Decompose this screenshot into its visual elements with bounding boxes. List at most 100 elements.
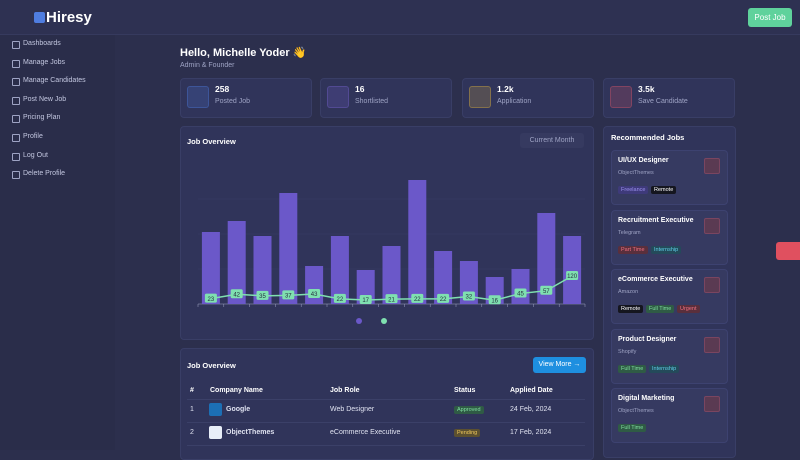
bookmark[interactable] bbox=[704, 396, 720, 412]
point-label: 57 bbox=[543, 289, 550, 295]
stat-icon bbox=[187, 86, 209, 108]
point-label: 22 bbox=[414, 297, 421, 303]
point-label-box bbox=[385, 294, 398, 304]
stat-icon bbox=[610, 86, 632, 108]
stat-label: Shortlisted bbox=[355, 98, 389, 105]
job-title: Recruitment Executive bbox=[618, 216, 694, 224]
job-tag: Remote bbox=[651, 186, 677, 194]
menu-icon bbox=[12, 78, 20, 87]
job-tag: Internship bbox=[649, 364, 680, 373]
bookmark[interactable] bbox=[704, 277, 720, 293]
menu-item[interactable]: Dashboards bbox=[23, 40, 61, 47]
point-label-box bbox=[282, 290, 295, 300]
point-label-box bbox=[462, 291, 475, 301]
brand: Hiresy bbox=[46, 9, 92, 26]
point-label-box bbox=[230, 289, 243, 299]
row-rule bbox=[187, 445, 585, 446]
point-label: 37 bbox=[285, 294, 292, 300]
table-cell: eCommerce Executive bbox=[330, 429, 401, 436]
job-tag: Internship bbox=[651, 245, 682, 254]
point-label: 22 bbox=[337, 297, 344, 303]
bookmark[interactable] bbox=[704, 217, 720, 234]
menu-item[interactable]: Pricing Plan bbox=[23, 114, 61, 122]
point-label-box bbox=[359, 295, 372, 305]
bookmark[interactable] bbox=[704, 158, 720, 174]
point-label: 43 bbox=[311, 292, 318, 298]
job-company: ObjectThemes bbox=[618, 408, 654, 414]
table-cell: 2 bbox=[190, 429, 194, 436]
chart-card bbox=[180, 126, 594, 340]
point-label: 45 bbox=[517, 292, 524, 298]
menu-icon bbox=[12, 115, 20, 124]
menu-item[interactable]: Manage Jobs bbox=[23, 58, 66, 66]
table-cell: ObjectThemes bbox=[226, 429, 275, 436]
bar bbox=[434, 251, 453, 304]
settings-button[interactable] bbox=[776, 242, 800, 260]
chart-title: Job Overview bbox=[187, 137, 236, 146]
month-filter[interactable]: Current Month bbox=[520, 133, 584, 148]
job-company: Telegram bbox=[618, 229, 641, 236]
point-label: 35 bbox=[259, 294, 266, 300]
menu-item[interactable]: Manage Candidates bbox=[23, 77, 86, 85]
point-label-box bbox=[514, 288, 527, 298]
menu-item[interactable]: Post New Job bbox=[23, 95, 67, 103]
table-cell: 17 Feb, 2024 bbox=[510, 429, 552, 436]
menu-icon bbox=[12, 171, 20, 180]
menu-icon bbox=[12, 96, 20, 105]
recommended-title: Recommended Jobs bbox=[611, 133, 685, 142]
job-tag: Full Time bbox=[618, 364, 647, 373]
bar bbox=[382, 246, 401, 304]
column-header: Applied Date bbox=[510, 387, 553, 394]
stat-value: 258 bbox=[215, 84, 230, 94]
menu-item[interactable]: Log Out bbox=[23, 151, 48, 159]
chart: 23 42 35 37 43 22 17 21 22 22 32 16 45 57 120 bbox=[197, 180, 586, 324]
stat-label: Posted Job bbox=[215, 98, 251, 105]
job-title: UI/UX Designer bbox=[618, 157, 669, 164]
stat-card bbox=[462, 78, 594, 118]
point-label: 23 bbox=[208, 297, 215, 303]
point-label: 42 bbox=[233, 292, 240, 298]
stat-label: Save Candidate bbox=[638, 98, 688, 105]
stat-value: 3.5k bbox=[638, 84, 655, 94]
bar bbox=[253, 236, 272, 304]
stat-label: Application bbox=[497, 98, 532, 105]
company-logo bbox=[209, 426, 222, 439]
stat-card bbox=[320, 78, 452, 118]
menu-icon bbox=[12, 59, 20, 68]
table-cell: Google bbox=[226, 406, 251, 413]
menu-item[interactable]: Delete Profile bbox=[23, 170, 66, 178]
job-card[interactable] bbox=[611, 150, 728, 205]
point-label-box bbox=[566, 271, 579, 280]
point-label-box bbox=[411, 293, 424, 303]
point-label: 17 bbox=[362, 298, 369, 304]
menu-item[interactable]: Profile bbox=[23, 133, 43, 140]
view-more-button[interactable]: View More → bbox=[533, 357, 586, 373]
bar bbox=[201, 232, 220, 304]
point-label-box bbox=[256, 290, 269, 300]
post-job-button[interactable]: Post Job bbox=[748, 8, 792, 27]
stat-icon bbox=[469, 86, 491, 108]
job-title: Product Designer bbox=[618, 335, 677, 343]
job-tag: Full Time bbox=[646, 305, 675, 313]
table-card bbox=[180, 348, 594, 460]
column-header: Status bbox=[454, 387, 476, 394]
point-label-box bbox=[204, 293, 217, 303]
menu-icon bbox=[12, 152, 20, 161]
bar bbox=[279, 193, 298, 304]
row-rule bbox=[187, 422, 585, 423]
bar bbox=[330, 236, 349, 304]
point-label-box bbox=[333, 293, 346, 303]
bar bbox=[537, 213, 556, 304]
bookmark[interactable] bbox=[704, 336, 720, 353]
job-title: eCommerce Executive bbox=[618, 276, 693, 283]
bar bbox=[227, 221, 246, 304]
job-tag: Remote bbox=[618, 305, 644, 313]
job-company: ObjectThemes bbox=[618, 170, 654, 176]
column-header: Job Role bbox=[330, 387, 360, 394]
bar bbox=[305, 266, 324, 304]
stat-card bbox=[603, 78, 735, 118]
point-label: 21 bbox=[388, 297, 395, 303]
column-header: # bbox=[190, 387, 194, 394]
stat-value: 16 bbox=[355, 84, 365, 94]
table-cell: Pending bbox=[454, 429, 481, 437]
